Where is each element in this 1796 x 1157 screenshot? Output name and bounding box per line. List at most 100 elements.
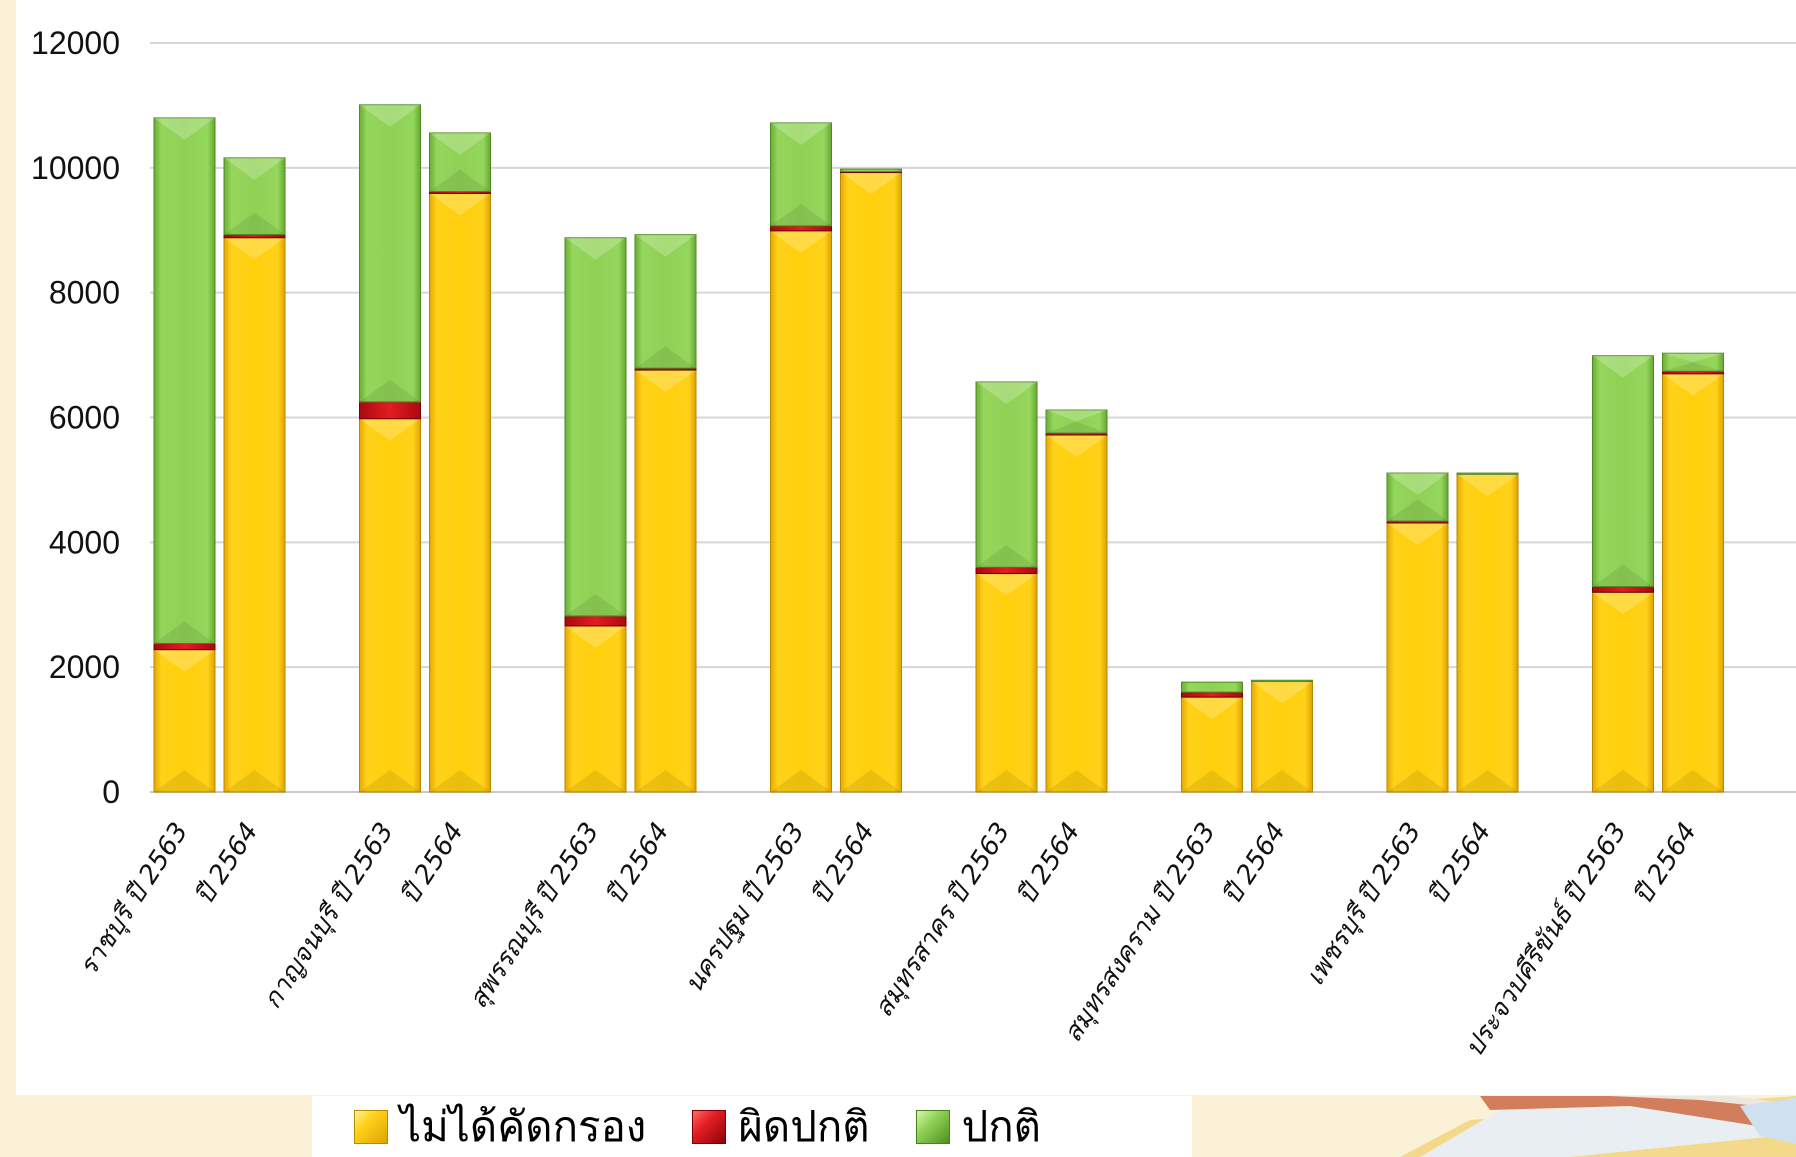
bar-segment-normal (1251, 679, 1313, 683)
bar-bevel (770, 770, 832, 792)
bar-segment-unscreened (223, 237, 286, 793)
bar-bevel (1592, 770, 1654, 792)
bar-segment-abnormal (1181, 691, 1243, 698)
bar-bevel (635, 770, 696, 792)
legend-label-abnormal: ผิดปกติ (738, 1101, 870, 1151)
bar-bevel (1181, 697, 1243, 720)
bar-segment-normal (1592, 355, 1654, 588)
bar-segment-normal (1386, 472, 1449, 522)
legend-item-unscreened: ไม่ได้คัดกรอง (354, 1101, 647, 1151)
bar-segment-normal (840, 168, 902, 173)
bar-bevel (1387, 770, 1448, 792)
y-tick-label: 6000 (49, 400, 120, 436)
bar-segment-unscreened (1045, 434, 1108, 793)
bar-segment-normal (429, 132, 491, 193)
bar-segment-normal (770, 122, 832, 227)
bar-bevel (429, 770, 491, 792)
bar-bevel (359, 379, 421, 402)
bar-bevel (635, 234, 696, 257)
bar-segment-normal (1662, 352, 1724, 372)
bar-segment-normal (1456, 472, 1519, 475)
bar-segment-abnormal (564, 615, 627, 627)
y-tick-label: 0 (102, 774, 120, 810)
bar-segment-unscreened (564, 625, 627, 793)
bar-bevel (976, 770, 1037, 792)
y-tick-label: 2000 (49, 649, 120, 685)
bar-bevel (770, 230, 832, 253)
y-tick-label: 12000 (31, 25, 120, 61)
bar-segment-normal (153, 117, 216, 644)
bar-bevel (1046, 770, 1107, 792)
bar-segment-normal (359, 104, 421, 403)
decorative-book-graphic (1270, 1096, 1796, 1157)
bar-bevel (359, 104, 421, 127)
bar-bevel (635, 346, 696, 369)
bar-bevel (1046, 434, 1107, 457)
bar-segment-unscreened (359, 418, 421, 793)
x-tick-label: ปี 2564 (1012, 817, 1087, 910)
chart-legend: ไม่ได้คัดกรอง ผิดปกติ ปกติ (312, 1096, 1192, 1157)
bar-segment-abnormal (359, 401, 421, 420)
legend-label-normal: ปกติ (961, 1101, 1041, 1151)
legend-swatch-unscreened (354, 1109, 388, 1144)
bar-bevel (1181, 770, 1243, 792)
bar-bevel (224, 157, 285, 180)
bar-bevel (1387, 522, 1448, 545)
x-tick-label: ปี 2564 (190, 817, 265, 910)
bar-bevel (770, 122, 832, 145)
bar-bevel (1046, 421, 1107, 434)
bar-bevel (154, 649, 215, 672)
x-tick-label: ปี 2564 (395, 817, 470, 910)
bar-segment-unscreened (153, 649, 216, 793)
bar-bevel (359, 770, 421, 792)
bar-bevel (565, 625, 626, 648)
bar-bevel (840, 770, 902, 792)
bar-bevel (224, 770, 285, 792)
legend-swatch-normal (915, 1109, 950, 1144)
bar-segment-unscreened (1251, 681, 1313, 793)
bar-bevel (840, 172, 902, 195)
bar-bevel (1662, 373, 1724, 396)
x-tick-label: ปี 2564 (1628, 817, 1703, 910)
bar-segment-unscreened (429, 192, 491, 793)
bar-bevel (1592, 564, 1654, 587)
bar-segment-abnormal (975, 566, 1038, 575)
x-tick-label: ปี 2564 (806, 817, 881, 910)
bar-bevel (1662, 770, 1724, 792)
y-tick-label: 4000 (49, 524, 120, 560)
x-tick-label: สุพรรณบุรี ปี 2563 (463, 817, 605, 1013)
bar-bevel (429, 193, 491, 216)
bar-segment-normal (564, 237, 627, 617)
x-tick-label: สมุทรสงคราม ปี 2563 (1058, 817, 1222, 1047)
legend-label-unscreened: ไม่ได้คัดกรอง (400, 1101, 647, 1151)
bar-bevel (565, 593, 626, 616)
bar-bevel (976, 381, 1037, 404)
bar-bevel (224, 237, 285, 260)
bar-segment-abnormal (1592, 586, 1654, 593)
bar-segment-unscreened (840, 171, 902, 793)
y-tick-label: 8000 (49, 275, 120, 311)
bar-bevel (1046, 410, 1107, 422)
bar-segment-unscreened (634, 369, 697, 793)
bar-segment-abnormal (153, 642, 216, 651)
bar-bevel (1592, 592, 1654, 615)
bar-bevel (224, 212, 285, 235)
x-tick-label: นครปฐม ปี 2563 (679, 817, 811, 998)
bar-bevel (359, 418, 421, 441)
bar-bevel (1387, 473, 1448, 496)
x-tick-label: กาญจนบุรี ปี 2563 (258, 817, 400, 1014)
bar-bevel (429, 169, 491, 192)
bar-segment-unscreened (1456, 473, 1519, 793)
bar-bevel (1662, 353, 1724, 363)
bar-bevel (1457, 474, 1518, 497)
bar-bevel (429, 132, 491, 155)
bar-segment-abnormal (770, 225, 832, 232)
bar-bevel (770, 203, 832, 226)
bar-segment-unscreened (1662, 373, 1724, 793)
x-tick-label: สมุทรสาคร ปี 2563 (869, 817, 1017, 1022)
bar-bevel (1592, 355, 1654, 378)
bar-segment-unscreened (770, 230, 832, 793)
bar-segment-normal (634, 234, 697, 369)
bar-bevel (1387, 499, 1448, 522)
x-tick-label: ปี 2564 (601, 817, 676, 910)
